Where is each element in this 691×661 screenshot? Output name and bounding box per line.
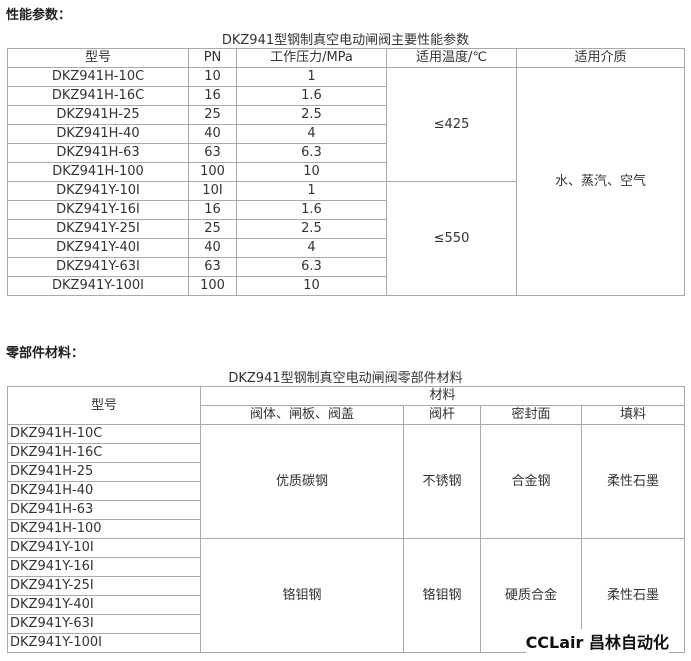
data-row: DKZ941H-40 [7, 481, 685, 501]
materials-table: 型号 材料 阀体、闸板、阀盖 阀杆 密封面 填料 DKZ941H-10C 优质碳钢 不锈钢 合金钢… [7, 386, 686, 653]
data-row: DKZ941Y-16I [7, 557, 685, 577]
data-row: DKZ941Y-10I 铬钼钢 铬钼钢 硬质合金 柔性石墨 [7, 538, 686, 653]
header-cell: 型号 [7, 48, 189, 68]
header-cell: 适用介质 [516, 48, 685, 68]
cell: 25 [188, 219, 237, 239]
material-cell: 合金钢 [480, 424, 582, 539]
material-cell: 优质碳钢 [200, 424, 404, 539]
watermark: CCLair 昌林自动化 [525, 629, 669, 653]
cell: DKZ941H-16C [7, 86, 189, 106]
data-row: DKZ941H-25 25 2.5 [7, 105, 685, 125]
material-cell: 铬钼钢 [403, 538, 481, 653]
cell: 100 [188, 162, 237, 182]
cell: DKZ941Y-25I [7, 219, 189, 239]
data-row: DKZ941Y-63I [7, 614, 685, 634]
cell: 10 [188, 67, 237, 87]
header-row: 型号 PN 工作压力/MPa 适用温度/℃ 适用介质 [7, 48, 685, 68]
model-cell: DKZ941H-40 [7, 481, 201, 501]
header-cell: 填料 [580, 405, 686, 425]
cell: DKZ941H-25 [7, 105, 189, 125]
cell: DKZ941Y-40I [7, 238, 189, 258]
cell: 6.3 [236, 143, 387, 163]
header-cell: PN [188, 48, 237, 68]
model-cell: DKZ941Y-25I [7, 576, 201, 596]
cell: 1 [236, 181, 387, 201]
data-row: DKZ941Y-100I [7, 633, 685, 653]
data-row: DKZ941H-10C 10 1 ≤425 水、蒸汽、空气 [7, 67, 685, 296]
cell: 100 [188, 276, 237, 296]
medium-cell: 水、蒸汽、空气 [516, 67, 685, 296]
data-row: DKZ941Y-63I 63 6.3 [7, 257, 685, 277]
model-cell: DKZ941H-63 [7, 500, 201, 520]
model-cell: DKZ941Y-40I [7, 595, 201, 615]
header-cell: 工作压力/MPa [236, 48, 387, 68]
cell: DKZ941Y-100I [7, 276, 189, 296]
section-heading: 零部件材料： [6, 346, 85, 361]
header-cell: 阀体、闸板、阀盖 [200, 405, 404, 425]
cell: 10 [236, 162, 387, 182]
cell: 1.6 [236, 200, 387, 220]
data-row: DKZ941H-100 [7, 519, 685, 539]
model-cell: DKZ941Y-16I [7, 557, 201, 577]
cell: 1.6 [236, 86, 387, 106]
model-cell: DKZ941Y-63I [7, 614, 201, 634]
cell: DKZ941Y-10I [7, 181, 189, 201]
cell: 25 [188, 105, 237, 125]
cell: DKZ941Y-16I [7, 200, 189, 220]
cell: 10I [188, 181, 237, 201]
material-cell: 不锈钢 [403, 424, 481, 539]
model-cell: DKZ941H-25 [7, 462, 201, 482]
header-row: 型号 材料 [7, 386, 686, 425]
cell: 40 [188, 124, 237, 144]
cell: DKZ941H-10C [7, 67, 189, 87]
model-cell: DKZ941H-10C [7, 424, 201, 444]
cell: 16 [188, 200, 237, 220]
material-cell: 铬钼钢 [200, 538, 404, 653]
data-row: DKZ941Y-100I 100 10 [7, 276, 685, 296]
temperature-cell: ≤550 [386, 181, 517, 296]
header-cell: 适用温度/℃ [386, 48, 517, 68]
cell: 16 [188, 86, 237, 106]
cell: DKZ941Y-63I [7, 257, 189, 277]
header-cell: 密封面 [480, 405, 582, 425]
temperature-cell: ≤425 [386, 67, 517, 182]
data-row: DKZ941Y-25I 25 2.5 [7, 219, 685, 239]
cell: 10 [236, 276, 387, 296]
cell: 4 [236, 238, 387, 258]
cell: 2.5 [236, 105, 387, 125]
model-cell: DKZ941H-16C [7, 443, 201, 463]
cell: 6.3 [236, 257, 387, 277]
data-row: DKZ941Y-16I 16 1.6 [7, 200, 685, 220]
model-cell: DKZ941Y-10I [7, 538, 201, 558]
data-row: DKZ941H-10C 优质碳钢 不锈钢 合金钢 柔性石墨 [7, 424, 686, 539]
performance-table: 型号 PN 工作压力/MPa 适用温度/℃ 适用介质 DKZ941H-10C 10 1 ≤425… [7, 48, 685, 296]
data-row: DKZ941H-63 63 6.3 [7, 143, 685, 163]
table-caption: DKZ941型钢制真空电动闸阀零部件材料 [228, 371, 463, 386]
material-cell: 柔性石墨 [580, 424, 686, 539]
cell: DKZ941H-100 [7, 162, 189, 182]
section-heading: 性能参数： [6, 8, 72, 23]
data-row: DKZ941Y-10I 10I 1 ≤550 [7, 181, 685, 296]
model-cell: DKZ941H-100 [7, 519, 201, 539]
cell: DKZ941H-40 [7, 124, 189, 144]
header-cell: 阀杆 [403, 405, 481, 425]
cell: 2.5 [236, 219, 387, 239]
header-cell: 型号 [7, 386, 201, 425]
header-cell: 材料 [199, 386, 686, 406]
data-row: DKZ941Y-40I [7, 595, 685, 615]
model-cell: DKZ941Y-100I [7, 633, 201, 653]
data-row: DKZ941Y-40I 40 4 [7, 238, 685, 258]
cell: 1 [236, 67, 387, 87]
cell: 40 [188, 238, 237, 258]
table-caption: DKZ941型钢制真空电动闸阀主要性能参数 [221, 33, 470, 48]
cell: 63 [188, 143, 237, 163]
cell: 4 [236, 124, 387, 144]
cell: DKZ941H-63 [7, 143, 189, 163]
cell: 63 [188, 257, 237, 277]
